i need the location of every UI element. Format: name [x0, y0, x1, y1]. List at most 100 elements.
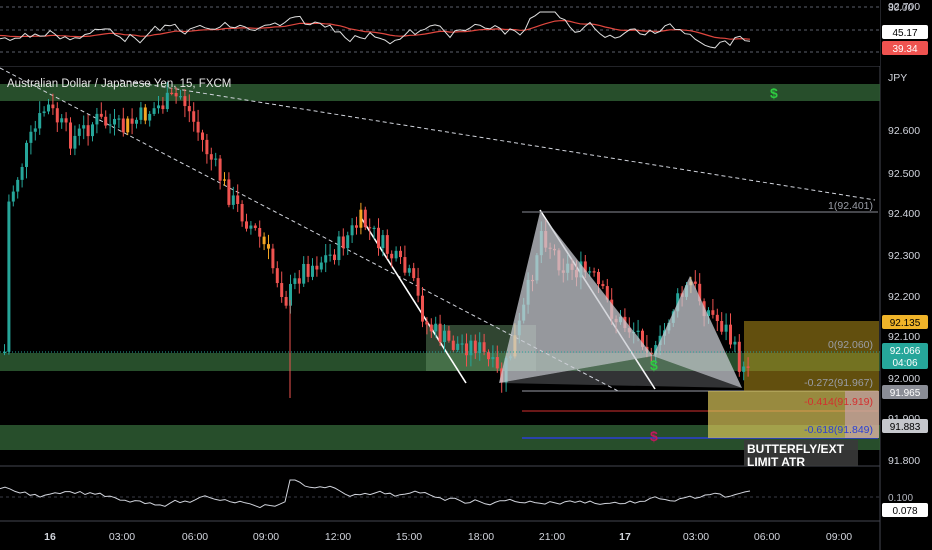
candle-body [69, 122, 72, 149]
rsi-value-text: 45.17 [892, 28, 917, 39]
candle-body [275, 268, 279, 284]
candle-body [187, 106, 191, 112]
candle-body [205, 139, 209, 155]
candle-body [350, 225, 354, 236]
candle-body [658, 335, 662, 346]
candle-body [399, 250, 402, 258]
candle-body [223, 179, 226, 181]
candle-body [179, 96, 182, 98]
level-a-text: 91.965 [890, 388, 921, 399]
price-tick-label: 91.800 [888, 455, 920, 467]
candle-body [456, 343, 460, 350]
candle-body [82, 125, 86, 129]
harmonic-base [499, 356, 742, 388]
candle-body [253, 225, 257, 229]
level-a-badge [882, 385, 928, 399]
candle-body [746, 366, 750, 368]
candle-body [16, 179, 20, 192]
candle-body [47, 104, 50, 112]
price-tick-label: 92.200 [888, 291, 920, 303]
candle-body [447, 330, 451, 341]
currency-label: JPY [888, 72, 907, 84]
candle-body [707, 310, 710, 317]
candle-body [231, 195, 235, 205]
signal-dollar-icon-1: $ [770, 85, 778, 101]
candle-body [416, 278, 420, 296]
candle-body [421, 295, 424, 322]
price-panel: Australian Dollar / Japanese Yen, 15, FX… [0, 67, 880, 469]
current-price-text: 92.066 [890, 346, 921, 357]
candle-body [742, 366, 746, 372]
price-tick-label: 92.500 [888, 168, 920, 180]
candle-body [143, 107, 147, 121]
candle-body [469, 340, 473, 356]
level-b-text: 91.883 [890, 422, 921, 433]
time-tick-label: 09:00 [826, 531, 852, 543]
price-tick-label: 92.400 [888, 208, 920, 220]
time-tick-label: 17 [619, 531, 631, 543]
target-box-upper [744, 321, 879, 391]
candle-body [174, 92, 178, 97]
candle-body [306, 263, 310, 277]
candle-body [720, 321, 724, 332]
rsi-value-badge [882, 25, 928, 39]
rsi-scale-80: 80.00 [888, 3, 913, 14]
candle-body [214, 158, 218, 160]
candle-body [311, 265, 314, 277]
candle-body [262, 236, 266, 245]
current-price-badge [882, 343, 928, 369]
candle-body [733, 341, 737, 345]
candle-body [473, 340, 477, 354]
candle-body [139, 107, 143, 120]
rsi-ma-text: 39.34 [892, 44, 917, 55]
candle-body [592, 271, 596, 273]
candle-body [302, 263, 306, 284]
candle-body [51, 104, 55, 109]
candle-body [368, 227, 372, 229]
candle-body [341, 236, 345, 249]
candle-body [29, 131, 33, 143]
candle-body [245, 221, 248, 229]
rsi-line [0, 11, 751, 49]
candle-body [86, 125, 90, 137]
fib-label-n272: -0.272(91.967) [804, 377, 873, 389]
candle-body [337, 236, 341, 261]
candle-body [11, 191, 15, 202]
candle-body [271, 248, 275, 269]
candle-body [121, 118, 125, 133]
candle-body [487, 352, 490, 360]
candle-body [91, 124, 94, 137]
rsi-panel [0, 0, 880, 66]
candle-body [434, 323, 438, 332]
candle-body [438, 323, 442, 343]
candle-body [249, 225, 253, 229]
time-tick-label: 16 [44, 531, 56, 543]
candle-body [346, 235, 350, 249]
fib-label-n618: -0.618(91.849) [804, 424, 873, 436]
candle-body [359, 209, 363, 228]
candle-body [209, 154, 213, 160]
supply-zone-top [0, 84, 880, 101]
candle-body [737, 341, 741, 372]
candle-body [385, 235, 389, 254]
rsi-ma-badge [882, 41, 928, 55]
candle-body [583, 261, 587, 273]
candle-body [478, 342, 482, 354]
candle-body [491, 357, 495, 360]
time-tick-label: 03:00 [683, 531, 709, 543]
candle-body [55, 108, 59, 123]
candle-body [25, 142, 28, 167]
candle-body [363, 209, 367, 228]
price-axis[interactable]: 80.00 45.17 39.34 JPY 92.700 92.600 92.500… [882, 1, 928, 517]
candle-body [258, 228, 262, 237]
candle-body [588, 271, 592, 273]
candle-body [372, 227, 376, 229]
time-axis[interactable]: 16 03:00 06:00 09:00 12:00 15:00 18:00 21:00 17 0… [44, 531, 852, 543]
rsi-ma-line [0, 19, 751, 40]
candle-body [38, 113, 42, 129]
candle-body [649, 352, 653, 355]
candle-body [227, 179, 231, 205]
candle-body [64, 118, 68, 123]
candle-body [289, 283, 292, 306]
